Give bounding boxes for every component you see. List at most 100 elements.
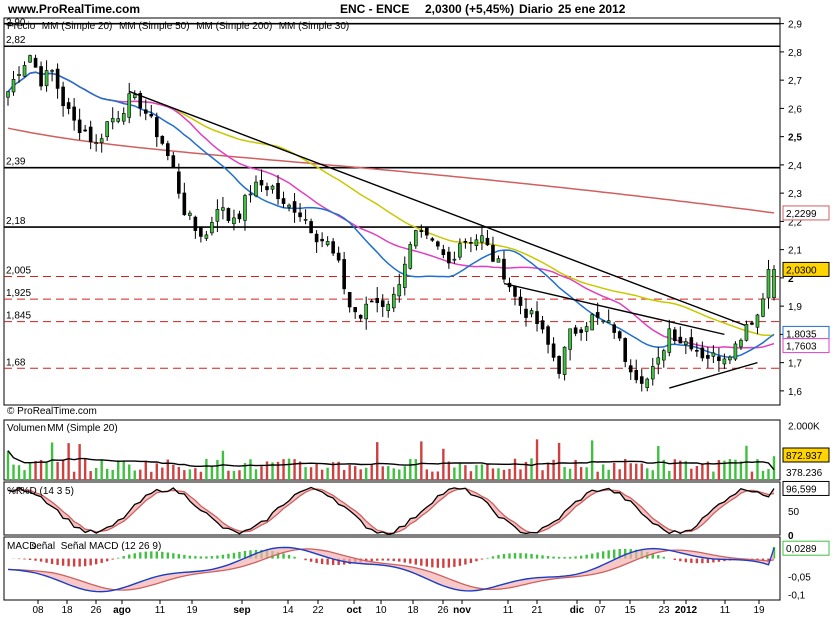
- volume-bar-48: [271, 462, 274, 480]
- macd-hist-12: [72, 558, 76, 567]
- y-tick-label-0: 2,9: [788, 20, 802, 31]
- volume-bar-73: [409, 458, 412, 480]
- volume-bar-51: [287, 458, 291, 480]
- y-tick-label-1: 2,8: [788, 48, 802, 59]
- macd-hist-6: [39, 558, 43, 562]
- volume-bar-49: [276, 461, 280, 480]
- y-tick-label-9: 2: [788, 274, 794, 285]
- macd-hist-55: [309, 558, 313, 562]
- volume-bar-113: [629, 463, 632, 480]
- macd-hist-23: [133, 553, 136, 559]
- trendline-support: [669, 361, 758, 389]
- volume-bar-28: [161, 467, 164, 480]
- volume-bar-5: [34, 461, 37, 480]
- candle-body-41: [232, 217, 236, 225]
- trendline-main: [128, 90, 747, 327]
- candle-body-105: [584, 326, 589, 332]
- macd-tick-label-1: -0,1: [788, 591, 806, 602]
- volume-bar-19: [111, 469, 114, 480]
- candle-body-39: [221, 207, 225, 211]
- volume-bar-62: [348, 464, 351, 480]
- candle-body-61: [342, 259, 346, 290]
- volume-bar-7: [45, 462, 48, 480]
- volume-bar-13: [78, 444, 81, 480]
- volume-bar-2: [17, 465, 21, 480]
- y-tick-label-10: 1,9: [788, 302, 802, 313]
- macd-hist-30: [172, 553, 175, 559]
- candle-body-125: [695, 350, 699, 352]
- macd-hist-70: [392, 558, 395, 562]
- volume-bar-87: [486, 464, 489, 480]
- candle-body-33: [188, 212, 192, 216]
- macd-line: [7, 546, 775, 593]
- x-tick-label-9: oct: [347, 605, 363, 616]
- candle-body-40: [226, 208, 231, 221]
- dashed-label-2: 1,845: [6, 311, 31, 322]
- volume-bar-112: [624, 459, 627, 480]
- candle-body-4: [28, 55, 32, 63]
- y-tick-label-5: 2,4: [788, 161, 802, 172]
- candle-body-113: [628, 365, 633, 373]
- macd-hist-25: [144, 551, 147, 559]
- macd-hist-40: [227, 553, 230, 559]
- volume-tag-0: [782, 447, 830, 463]
- macd-hist-128: [712, 558, 715, 563]
- macd-hist-98: [546, 556, 550, 559]
- volume-bar-135: [750, 471, 754, 480]
- volume-bar-57: [320, 469, 324, 480]
- macd-hist-21: [122, 556, 125, 559]
- volume-bar-72: [403, 466, 406, 480]
- volume-bar-94: [524, 461, 528, 480]
- macd-hist-49: [276, 552, 280, 559]
- volume-bar-71: [398, 469, 401, 480]
- macd-hist-54: [304, 558, 307, 561]
- candle-body-86: [480, 235, 484, 243]
- candle-body-7: [44, 70, 49, 87]
- macd-hist-94: [524, 553, 528, 559]
- site-title[interactable]: www.ProRealTime.com: [8, 2, 141, 16]
- macd-hist-124: [690, 558, 693, 563]
- volume-bar-128: [712, 471, 715, 480]
- x-tick-label-3: ago: [113, 605, 131, 616]
- macd-hist-77: [431, 558, 434, 568]
- macd-hist-4: [28, 558, 32, 560]
- volume-bar-46: [260, 466, 263, 480]
- macd-hist-19: [111, 558, 114, 560]
- volume-bar-14: [83, 458, 87, 480]
- macd-hist-108: [601, 551, 605, 559]
- volume-bar-8: [50, 442, 54, 480]
- volume-bar-36: [205, 458, 208, 480]
- macd-hist-56: [315, 558, 318, 564]
- macd-hist-42: [238, 551, 241, 559]
- volume-bar-69: [387, 466, 390, 480]
- candle-body-1: [11, 78, 16, 93]
- volume-bar-42: [238, 470, 241, 480]
- macd-hist-36: [205, 556, 208, 559]
- macd-legend-1: señal: [31, 541, 55, 552]
- level-label-2: 2,18: [6, 216, 26, 227]
- watermark: © ProRealTime.com: [7, 406, 97, 417]
- macd-hist-122: [679, 558, 682, 562]
- macd-legend-0: MACD: [7, 541, 36, 552]
- macd-hist-41: [232, 552, 236, 559]
- volume-bar-26: [150, 471, 153, 480]
- macd-hist-106: [590, 553, 594, 559]
- macd-hist-18: [105, 558, 109, 562]
- macd-hist-110: [612, 549, 616, 559]
- macd-hist-126: [701, 558, 704, 564]
- x-tick-label-7: 14: [282, 605, 294, 616]
- macd-hist-105: [585, 554, 588, 559]
- x-tick-label-0: 08: [32, 605, 44, 616]
- candle-body-21: [121, 113, 126, 122]
- volume-bar-98: [546, 462, 550, 480]
- x-tick-label-13: nov: [453, 605, 471, 616]
- volume-bar-21: [122, 460, 125, 480]
- x-tick-label-17: 07: [594, 605, 606, 616]
- y-tick-label-2: 2,7: [788, 76, 802, 87]
- candle-body-130: [722, 358, 727, 365]
- volume-bar-33: [188, 469, 192, 480]
- macd-hist-17: [100, 558, 103, 563]
- volume-bar-70: [392, 468, 395, 480]
- macd-hist-89: [497, 555, 500, 559]
